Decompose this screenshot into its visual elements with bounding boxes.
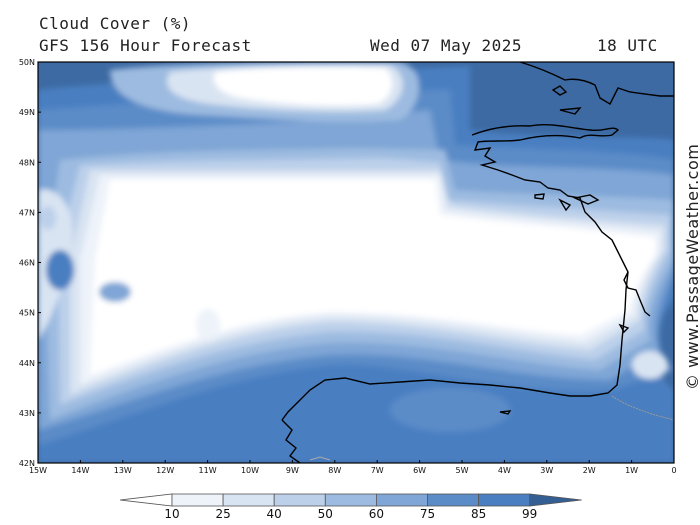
longitude-axis: 15W 14W 13W 12W 11W 10W 9W 8W 7W 6W 5W 4W 3W 2W 1W 0 — [29, 460, 677, 475]
colorbar-swatch — [427, 493, 479, 507]
lon-tick-label: 10W — [241, 466, 259, 475]
colorbar-swatch — [324, 493, 377, 507]
lon-tick-label: 12W — [156, 466, 174, 475]
border-line-portugal — [309, 456, 331, 461]
colorbar-min-arrow — [119, 493, 173, 507]
colorbar-level-label: 40 — [267, 507, 282, 521]
lat-tick-label: 42N — [19, 459, 35, 468]
lon-tick-label: 2W — [583, 466, 596, 475]
passageweather-credit: © www.PassageWeather.com — [683, 143, 700, 390]
colorbar-swatch — [273, 493, 326, 507]
lat-tick-label: 48N — [19, 158, 35, 167]
lat-tick-label: 46N — [19, 259, 35, 268]
lon-tick-label: 13W — [114, 466, 132, 475]
lat-tick-label: 45N — [19, 309, 35, 318]
lon-tick-label: 3W — [540, 466, 553, 475]
forecast-date: Wed 07 May 2025 — [370, 36, 522, 55]
colorbar: 10 25 40 50 60 75 85 99 — [119, 493, 582, 521]
map-title: Cloud Cover (%) — [39, 14, 191, 33]
coastline — [281, 62, 674, 463]
lat-tick-label: 50N — [19, 58, 35, 67]
colorbar-swatch — [171, 493, 224, 507]
lon-tick-label: 6W — [413, 466, 426, 475]
colorbar-max-arrow — [529, 493, 582, 507]
colorbar-level-label: 75 — [420, 507, 435, 521]
colorbar-level-label: 50 — [318, 507, 333, 521]
lat-tick-label: 44N — [19, 359, 35, 368]
lon-tick-label: 8W — [328, 466, 341, 475]
lon-tick-label: 11W — [199, 466, 217, 475]
lon-tick-label: 15W — [29, 466, 47, 475]
colorbar-swatch — [222, 493, 275, 507]
lon-tick-label: 9W — [286, 466, 299, 475]
border-line — [611, 395, 674, 421]
colorbar-level-label: 85 — [471, 507, 486, 521]
colorbar-level-label: 25 — [215, 507, 230, 521]
colorbar-level-label: 10 — [164, 507, 179, 521]
lon-tick-label: 14W — [71, 466, 89, 475]
lon-tick-label: 4W — [498, 466, 511, 475]
lon-tick-label: 5W — [456, 466, 469, 475]
forecast-label: GFS 156 Hour Forecast — [39, 36, 252, 55]
lat-tick-label: 43N — [19, 409, 35, 418]
colorbar-swatch — [375, 493, 428, 507]
latitude-axis: 50N 49N 48N 47N 46N 45N 44N 43N 42N — [19, 58, 41, 468]
lon-tick-label: 1W — [625, 466, 638, 475]
colorbar-level-label: 99 — [522, 507, 537, 521]
cloud-field — [38, 62, 674, 463]
lon-tick-label: 7W — [371, 466, 384, 475]
colorbar-level-label: 60 — [369, 507, 384, 521]
lon-tick-label: 0 — [671, 466, 676, 475]
colorbar-swatch — [478, 493, 531, 507]
lat-tick-label: 49N — [19, 108, 35, 117]
lat-tick-label: 47N — [19, 208, 35, 217]
forecast-time: 18 UTC — [597, 36, 658, 55]
